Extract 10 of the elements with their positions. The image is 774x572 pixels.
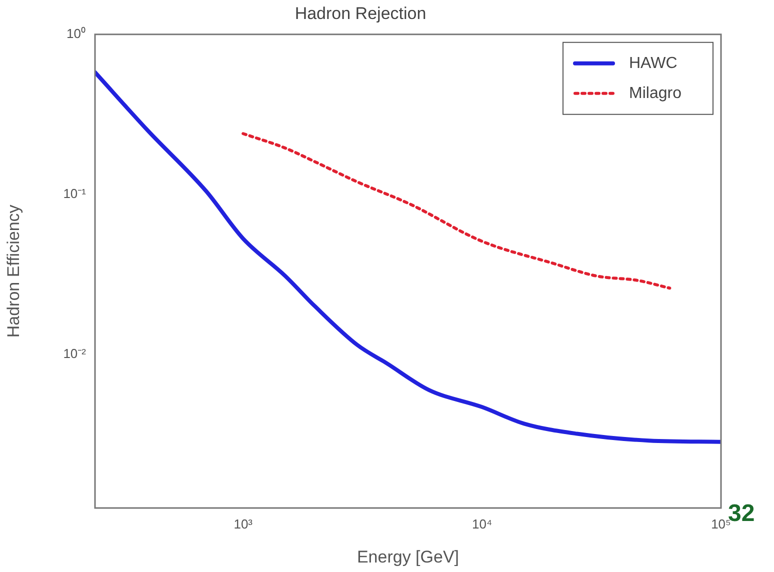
x-tick-label: 10⁴: [472, 516, 492, 532]
x-tick-label: 10³: [234, 516, 254, 532]
x-axis-title: Energy [GeV]: [356, 547, 460, 566]
chart-title: Hadron Rejection: [294, 4, 426, 23]
y-axis-title: Hadron Efficiency: [4, 204, 23, 338]
y-tick-label: 10⁻¹: [63, 186, 87, 202]
legend-label: Milagro: [629, 84, 682, 102]
y-tick-label: 10⁰: [66, 26, 86, 41]
y-tick-label: 10⁻²: [63, 346, 87, 362]
legend-label: HAWC: [629, 54, 678, 72]
